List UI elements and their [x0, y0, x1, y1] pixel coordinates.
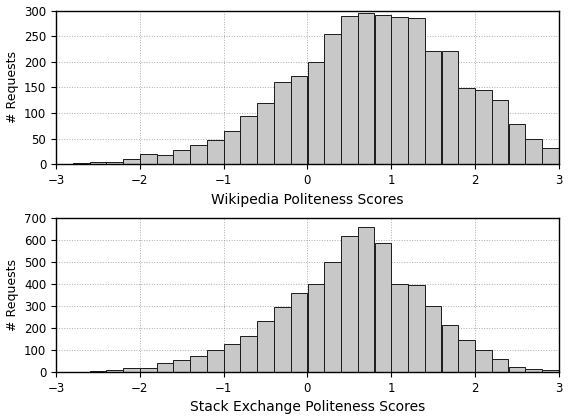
Bar [207, 140, 224, 164]
Bar [123, 159, 140, 164]
Bar [492, 100, 508, 164]
Bar [291, 76, 307, 164]
Bar [425, 306, 441, 372]
Bar [341, 16, 358, 164]
Bar [358, 227, 374, 372]
Bar [140, 368, 157, 372]
Bar [90, 371, 106, 372]
Bar [157, 363, 173, 372]
Bar [173, 150, 190, 164]
Bar [441, 50, 458, 164]
Bar [73, 163, 90, 164]
X-axis label: Wikipedia Politeness Scores: Wikipedia Politeness Scores [211, 192, 404, 207]
X-axis label: Stack Exchange Politeness Scores: Stack Exchange Politeness Scores [190, 400, 425, 415]
Bar [90, 162, 106, 164]
Bar [425, 50, 441, 164]
Bar [408, 18, 425, 164]
Bar [324, 34, 341, 164]
Bar [358, 13, 374, 164]
Bar [441, 325, 458, 372]
Bar [307, 284, 324, 372]
Y-axis label: # Requests: # Requests [6, 259, 19, 331]
Bar [274, 307, 291, 372]
Bar [458, 340, 475, 372]
Bar [525, 139, 542, 164]
Bar [257, 320, 274, 372]
Bar [157, 155, 173, 164]
Bar [458, 89, 475, 164]
Bar [475, 350, 492, 372]
Bar [341, 236, 358, 372]
Bar [492, 359, 508, 372]
Bar [291, 293, 307, 372]
Bar [274, 82, 291, 164]
Bar [508, 124, 525, 164]
Y-axis label: # Requests: # Requests [6, 51, 19, 123]
Bar [224, 131, 240, 164]
Bar [542, 148, 559, 164]
Bar [240, 116, 257, 164]
Bar [542, 370, 559, 372]
Bar [324, 262, 341, 372]
Bar [391, 284, 408, 372]
Bar [207, 350, 224, 372]
Bar [408, 286, 425, 372]
Bar [374, 243, 391, 372]
Bar [508, 367, 525, 372]
Bar [525, 369, 542, 372]
Bar [106, 370, 123, 372]
Bar [173, 360, 190, 372]
Bar [140, 154, 157, 164]
Bar [190, 356, 207, 372]
Bar [391, 17, 408, 164]
Bar [123, 368, 140, 372]
Bar [240, 336, 257, 372]
Bar [374, 15, 391, 164]
Bar [257, 103, 274, 164]
Bar [224, 344, 240, 372]
Bar [190, 145, 207, 164]
Bar [106, 162, 123, 164]
Bar [307, 62, 324, 164]
Bar [475, 90, 492, 164]
